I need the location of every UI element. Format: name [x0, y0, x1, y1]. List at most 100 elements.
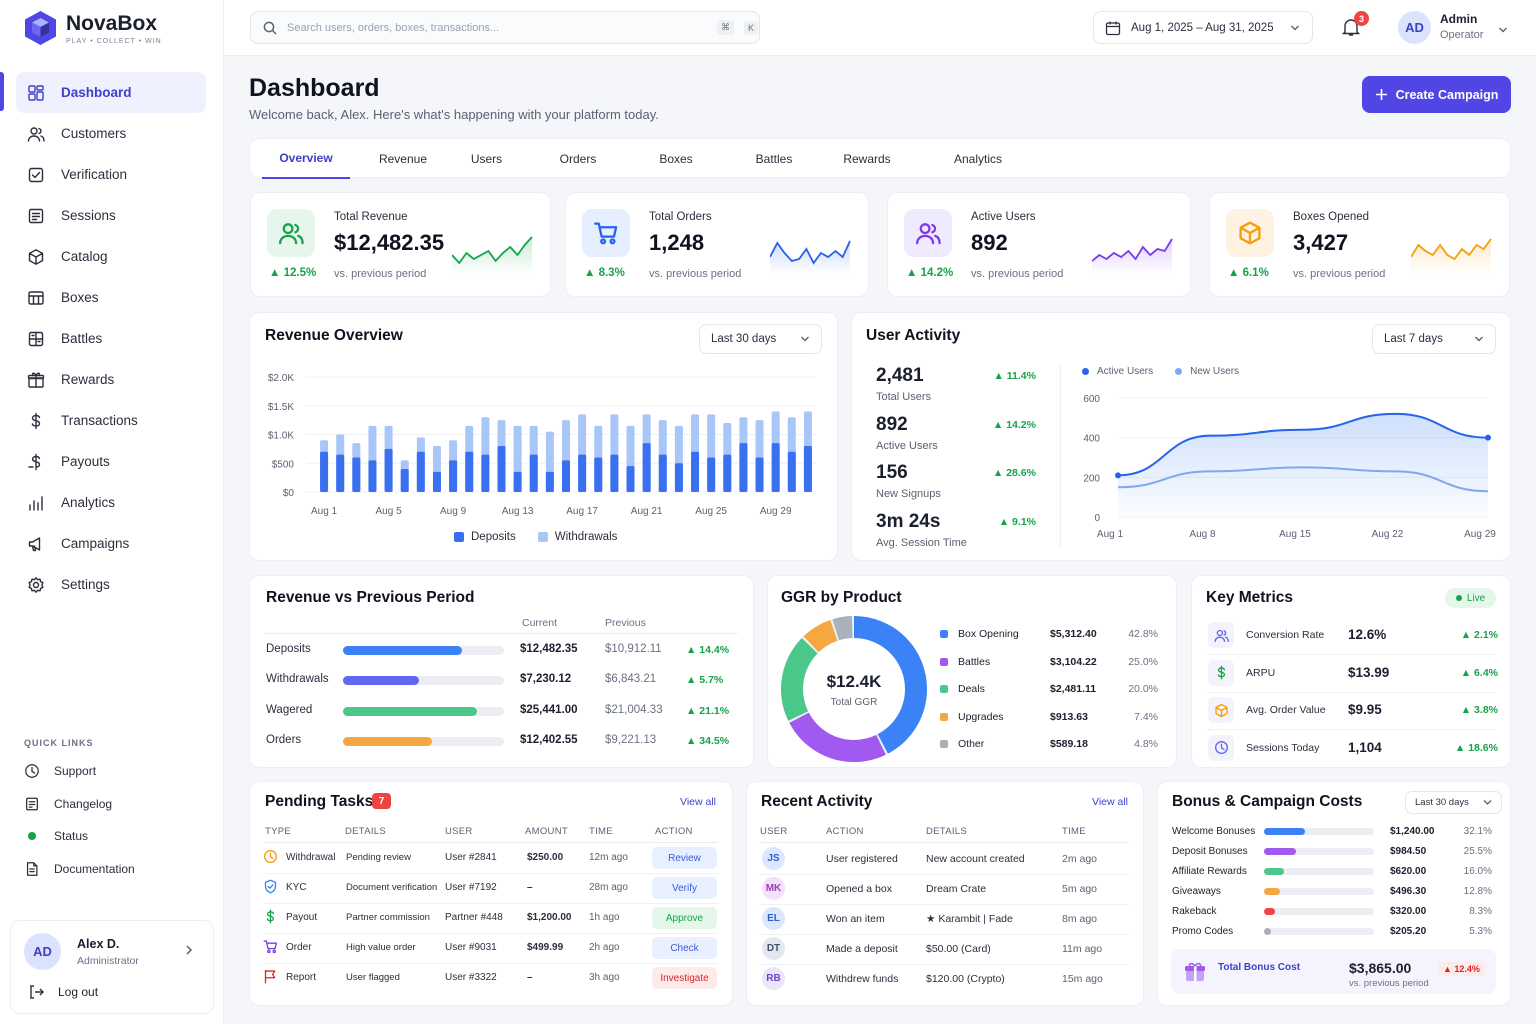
bar-deposits: [723, 454, 732, 492]
revenue-range-select[interactable]: Last 30 days: [699, 324, 822, 354]
sidebar-item-verification[interactable]: Verification: [16, 154, 206, 195]
tab-boxes[interactable]: Boxes: [659, 152, 693, 166]
sidebar-item-battles[interactable]: Battles: [16, 318, 206, 359]
pending-time: 3h ago: [589, 972, 620, 983]
dollar-icon: [266, 909, 275, 924]
sidebar-item-analytics[interactable]: Analytics: [16, 482, 206, 523]
pending-type: Payout: [286, 912, 318, 923]
sidebar-item-catalog[interactable]: Catalog: [16, 236, 206, 277]
donut-slice-box-opening[interactable]: [781, 616, 927, 762]
chevron-right-icon[interactable]: [185, 944, 193, 959]
kpi-card-total-orders[interactable]: Total Orders 1,248 ▲ 8.3% vs. previous p…: [565, 192, 869, 297]
pending-action-check-button[interactable]: Check: [652, 937, 717, 959]
rvp-bar-track: [343, 676, 504, 686]
kpi-card-total-revenue[interactable]: Total Revenue $12,482.35 ▲ 12.5% vs. pre…: [250, 192, 551, 297]
sidebar-item-label: Verification: [61, 167, 128, 182]
sidebar-item-transactions[interactable]: Transactions: [16, 400, 206, 441]
tab-rewards[interactable]: Rewards: [843, 152, 891, 166]
activity-stat-label: New Signups: [876, 488, 941, 500]
logout-icon: [30, 985, 44, 999]
quick-link-documentation[interactable]: Documentation: [24, 853, 204, 885]
kpi-delta: ▲ 14.2%: [906, 267, 954, 279]
recent-details: $50.00 (Card): [926, 943, 991, 955]
quick-link-support[interactable]: Support: [24, 755, 204, 787]
kpi-card-boxes-opened[interactable]: Boxes Opened 3,427 ▲ 6.1% vs. previous p…: [1209, 192, 1510, 297]
global-search[interactable]: ⌘ K: [250, 11, 760, 44]
search-icon: [263, 21, 277, 35]
recent-avatar[interactable]: RB: [762, 967, 785, 990]
quick-link-status[interactable]: Status: [24, 820, 204, 852]
recent-view-all-link[interactable]: View all: [1092, 796, 1128, 808]
pending-action-approve-button[interactable]: Approve: [652, 907, 717, 929]
activity-range-select[interactable]: Last 7 days: [1372, 324, 1496, 354]
box-icon: [28, 248, 44, 265]
tab-orders[interactable]: Orders: [559, 152, 597, 166]
pending-action-verify-button[interactable]: Verify: [652, 877, 717, 899]
notifications-button[interactable]: [1341, 17, 1361, 40]
brand-logo[interactable]: NovaBox PLAY • COLLECT • WIN: [24, 10, 162, 46]
notification-badge: 3: [1354, 11, 1369, 26]
tab-overview[interactable]: Overview: [262, 139, 350, 179]
km-icon-box: [1208, 734, 1234, 761]
sidebar-item-dashboard[interactable]: Dashboard: [16, 72, 206, 113]
donut-slice-battles[interactable]: [781, 616, 927, 762]
sidebar-item-boxes[interactable]: Boxes: [16, 277, 206, 318]
battles-icon: [28, 331, 44, 346]
rvp-bar-fill: [343, 646, 463, 655]
sidebar-item-payouts[interactable]: Payouts: [16, 441, 206, 482]
dollar-icon: [1217, 665, 1225, 680]
tab-battles[interactable]: Battles: [755, 152, 793, 166]
y-tick-label: $2.0K: [268, 373, 294, 384]
bar-deposits: [771, 443, 780, 492]
search-input[interactable]: [287, 21, 707, 34]
sidebar-item-campaigns[interactable]: Campaigns: [16, 523, 206, 564]
sidebar-item-sessions[interactable]: Sessions: [16, 195, 206, 236]
date-range-picker[interactable]: Aug 1, 2025 – Aug 31, 2025: [1093, 11, 1313, 44]
recent-avatar[interactable]: DT: [762, 937, 785, 960]
pending-user: User #2841: [445, 852, 497, 863]
bonus-total-vs: vs. previous period: [1349, 978, 1429, 989]
recent-avatar[interactable]: JS: [762, 847, 785, 870]
pending-view-all-link[interactable]: View all: [680, 796, 716, 808]
calendar-icon: [1105, 21, 1121, 35]
create-campaign-button[interactable]: Create Campaign: [1362, 76, 1511, 113]
flag-icon: [264, 970, 276, 984]
recent-avatar[interactable]: EL: [762, 907, 785, 930]
sidebar-user-avatar[interactable]: AD: [24, 933, 61, 970]
bar-deposits: [739, 443, 748, 492]
quick-link-changelog[interactable]: Changelog: [24, 788, 204, 820]
user-menu-chevron-icon[interactable]: [1498, 23, 1508, 37]
bonus-range-select[interactable]: Last 30 days: [1405, 791, 1502, 814]
col-current: Current: [522, 617, 558, 629]
km-delta: ▲ 2.1%: [1460, 629, 1498, 641]
activity-stat-delta: ▲ 9.1%: [998, 515, 1036, 528]
sidebar-item-rewards[interactable]: Rewards: [16, 359, 206, 400]
logout-button[interactable]: Log out: [28, 984, 98, 1000]
pending-action-review-button[interactable]: Review: [652, 847, 717, 869]
bar-deposits: [610, 454, 619, 492]
recent-header-details: DETAILS: [926, 826, 967, 837]
recent-header-user: USER: [760, 826, 788, 837]
tab-users[interactable]: Users: [470, 152, 503, 166]
tab-analytics[interactable]: Analytics: [953, 152, 1003, 166]
x-tick-label: Aug 17: [566, 506, 598, 517]
sidebar-item-label: Dashboard: [61, 85, 132, 100]
kpi-sparkline: [1411, 238, 1492, 275]
topbar-avatar[interactable]: AD: [1398, 11, 1431, 44]
ggr-item-label: Box Opening: [958, 628, 1019, 640]
revenue-bar-chart: $2.0K $1.5K $1.0K $500 $0 Aug 1 Aug 5 Aug 9 Aug …: [268, 373, 816, 517]
cart-icon: [594, 222, 618, 245]
topbar-user-name[interactable]: Admin: [1440, 12, 1478, 26]
recent-avatar[interactable]: MK: [762, 877, 785, 900]
status-dot-icon: [28, 832, 36, 841]
sidebar-item-customers[interactable]: Customers: [16, 113, 206, 154]
donut-slice-deals[interactable]: [781, 616, 927, 762]
pending-action-investigate-button[interactable]: Investigate: [652, 967, 717, 989]
recent-details: ★ Karambit | Fade: [926, 913, 1013, 925]
kpi-delta: ▲ 12.5%: [269, 267, 317, 279]
tab-revenue[interactable]: Revenue: [378, 152, 428, 166]
kpi-card-active-users[interactable]: Active Users 892 ▲ 14.2% vs. previous pe…: [887, 192, 1191, 297]
sidebar-item-settings[interactable]: Settings: [16, 564, 206, 605]
bar-deposits: [529, 454, 538, 492]
bonus-bar-track: [1264, 848, 1374, 855]
